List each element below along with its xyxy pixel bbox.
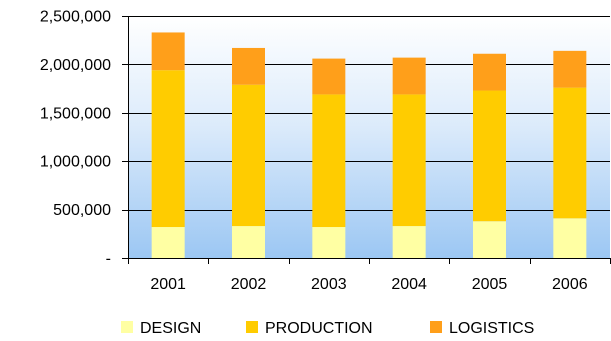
y-axis-labels: - 500,000 1,000,000 1,500,000 2,000,000 2,500… xyxy=(40,9,111,268)
legend-label-design: DESIGN xyxy=(140,320,201,337)
bars xyxy=(151,32,587,258)
y-tick-label: 500,000 xyxy=(53,202,111,219)
legend-label-logistics: LOGISTICS xyxy=(449,320,534,337)
axes xyxy=(122,16,611,264)
bar-segment-design-2004 xyxy=(392,226,426,258)
bar-segment-production-2004 xyxy=(392,94,426,227)
bar-segment-production-2005 xyxy=(473,90,506,222)
x-tick-label: 2004 xyxy=(391,276,427,293)
bar-segment-production-2001 xyxy=(151,70,185,228)
x-tick-label: 2003 xyxy=(311,276,347,293)
y-tick-label: 1,500,000 xyxy=(40,105,111,122)
bar-segment-logistics-2006 xyxy=(553,50,587,88)
y-tick-label: - xyxy=(106,251,111,268)
bar-segment-production-2002 xyxy=(232,84,265,227)
y-tick-label: 2,000,000 xyxy=(40,57,111,74)
bar-segment-production-2003 xyxy=(312,94,346,228)
bar-segment-production-2006 xyxy=(553,87,587,219)
bar-segment-logistics-2005 xyxy=(473,53,506,91)
bar-segment-logistics-2003 xyxy=(312,58,346,95)
bar-segment-logistics-2001 xyxy=(151,32,185,71)
bar-segment-design-2005 xyxy=(473,221,506,258)
legend-swatch-design xyxy=(121,321,133,333)
bar-segment-logistics-2004 xyxy=(392,57,426,95)
bar-segment-logistics-2002 xyxy=(232,47,265,85)
bar-segment-design-2002 xyxy=(232,226,265,258)
legend-swatch-logistics xyxy=(430,321,442,333)
x-tick-label: 2002 xyxy=(231,276,267,293)
y-tick-label: 2,500,000 xyxy=(40,9,111,26)
plot-area xyxy=(128,16,610,258)
bar-segment-design-2001 xyxy=(151,227,185,258)
bar-segment-design-2003 xyxy=(312,227,346,258)
x-tick-label: 2006 xyxy=(552,276,588,293)
x-axis-labels: 2001 2002 2003 2004 2005 2006 xyxy=(150,276,587,293)
bar-segment-design-2006 xyxy=(553,218,587,258)
legend-label-production: PRODUCTION xyxy=(265,320,373,337)
x-tick-label: 2001 xyxy=(150,276,186,293)
y-tick-label: 1,000,000 xyxy=(40,154,111,171)
gridlines xyxy=(128,16,610,211)
x-tick-label: 2005 xyxy=(472,276,508,293)
legend-swatch-production xyxy=(246,321,258,333)
legend: DESIGN PRODUCTION LOGISTICS xyxy=(121,320,534,337)
